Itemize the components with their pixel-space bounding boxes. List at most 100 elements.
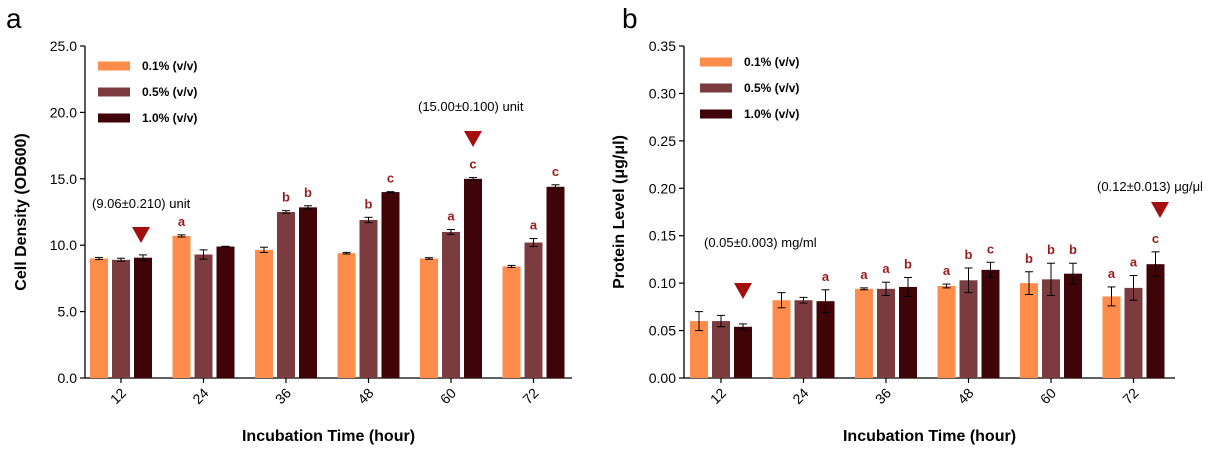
- y-tick-label: 0.35: [649, 38, 676, 54]
- bar: [381, 192, 400, 378]
- bar-group-72: ac: [502, 164, 565, 378]
- bar: [502, 266, 521, 378]
- bar-group-48: bc: [337, 171, 400, 378]
- x-tick-label: 72: [519, 385, 541, 407]
- bar: [734, 326, 752, 378]
- value-annotation: (0.12±0.013) μg/μl: [1097, 179, 1203, 194]
- value-annotation: (9.06±0.210) unit: [92, 196, 191, 211]
- x-tick-label: 12: [107, 385, 129, 407]
- down-triangle-marker: [734, 283, 752, 299]
- bar-group-12: [690, 311, 752, 378]
- x-tick-label: 24: [789, 385, 811, 407]
- significance-letter: c: [1152, 231, 1159, 246]
- bar: [134, 257, 152, 378]
- y-tick-label: 0.25: [649, 133, 676, 149]
- significance-letter: c: [987, 241, 994, 256]
- y-tick-label: 0.20: [649, 180, 676, 196]
- legend-swatch: [700, 83, 732, 93]
- bar-group-72: aac: [1102, 231, 1165, 378]
- bar: [359, 219, 378, 378]
- x-tick-label: 72: [1119, 385, 1141, 407]
- down-triangle-marker: [464, 131, 482, 147]
- legend-swatch: [700, 109, 732, 119]
- significance-letter: b: [1025, 251, 1033, 266]
- legend-label: 0.5% (v/v): [142, 85, 197, 99]
- bar: [794, 300, 813, 378]
- bar: [337, 253, 356, 378]
- bar: [546, 186, 565, 378]
- significance-letter: b: [904, 256, 912, 271]
- y-tick-label: 0.10: [649, 275, 676, 291]
- bar: [899, 286, 917, 378]
- bar: [772, 300, 791, 378]
- y-tick-label: 20.0: [50, 104, 77, 120]
- x-tick-label: 60: [1037, 385, 1059, 407]
- bar: [420, 258, 438, 378]
- significance-letter: a: [1130, 255, 1138, 270]
- bar: [877, 288, 895, 378]
- bar: [816, 301, 835, 378]
- y-tick-label: 0.30: [649, 85, 676, 101]
- y-tick-label: 10.0: [50, 237, 77, 253]
- bar: [1020, 283, 1038, 378]
- legend-swatch: [98, 87, 130, 97]
- bar: [1064, 273, 1082, 378]
- bar-group-24: a: [172, 214, 235, 378]
- bar: [277, 212, 295, 378]
- legend-swatch: [98, 113, 130, 123]
- x-tick-label: 48: [954, 385, 976, 407]
- bar: [1042, 279, 1060, 378]
- bar: [90, 258, 108, 378]
- bar: [172, 235, 191, 378]
- y-tick-label: 25.0: [50, 38, 77, 54]
- bar-group-60: ac: [420, 156, 482, 378]
- panel-letter: b: [622, 3, 638, 34]
- bar: [112, 259, 130, 378]
- y-tick-label: 0.0: [58, 370, 78, 386]
- significance-letter: b: [282, 190, 290, 205]
- bar-group-48: ab c: [937, 241, 1000, 378]
- significance-letter: b: [304, 185, 312, 200]
- bar-group-60: bb b: [1020, 242, 1082, 378]
- value-annotation: (0.05±0.003) mg/ml: [704, 235, 817, 250]
- bar: [937, 285, 956, 378]
- bar: [442, 231, 460, 378]
- bar: [855, 288, 873, 378]
- x-tick-label: 12: [707, 385, 729, 407]
- bar: [959, 280, 978, 378]
- significance-letter: a: [178, 214, 186, 229]
- significance-letter: a: [882, 261, 890, 276]
- significance-letter: c: [387, 171, 394, 186]
- legend-label: 1.0% (v/v): [142, 111, 197, 125]
- legend-label: 1.0% (v/v): [744, 107, 799, 121]
- bar: [981, 269, 1000, 378]
- significance-letter: a: [447, 209, 455, 224]
- legend-swatch: [98, 61, 130, 71]
- down-triangle-marker: [1151, 202, 1169, 218]
- down-triangle-marker: [132, 227, 150, 243]
- legend: 0.1% (v/v) 0.5% (v/v) 1.0% (v/v): [700, 55, 799, 121]
- significance-letter: b: [1069, 242, 1077, 257]
- y-axis-title: Protein Level (μg/μl): [611, 135, 628, 289]
- significance-letter: b: [365, 196, 373, 211]
- significance-letter: a: [530, 218, 538, 233]
- significance-letter: c: [469, 156, 476, 171]
- bar: [1124, 287, 1143, 378]
- x-tick-label: 36: [872, 385, 894, 407]
- significance-letter: b: [965, 247, 973, 262]
- y-axis-title: Cell Density (OD600): [13, 133, 30, 290]
- legend-swatch: [700, 57, 732, 67]
- panel-letter: a: [6, 3, 22, 34]
- y-tick-label: 15.0: [50, 171, 77, 187]
- legend-label: 0.1% (v/v): [744, 55, 799, 69]
- significance-letter: b: [1047, 242, 1055, 257]
- y-tick-label: 0.05: [649, 323, 676, 339]
- significance-letter: c: [552, 164, 559, 179]
- bar: [1146, 264, 1165, 378]
- x-tick-label: 48: [354, 385, 376, 407]
